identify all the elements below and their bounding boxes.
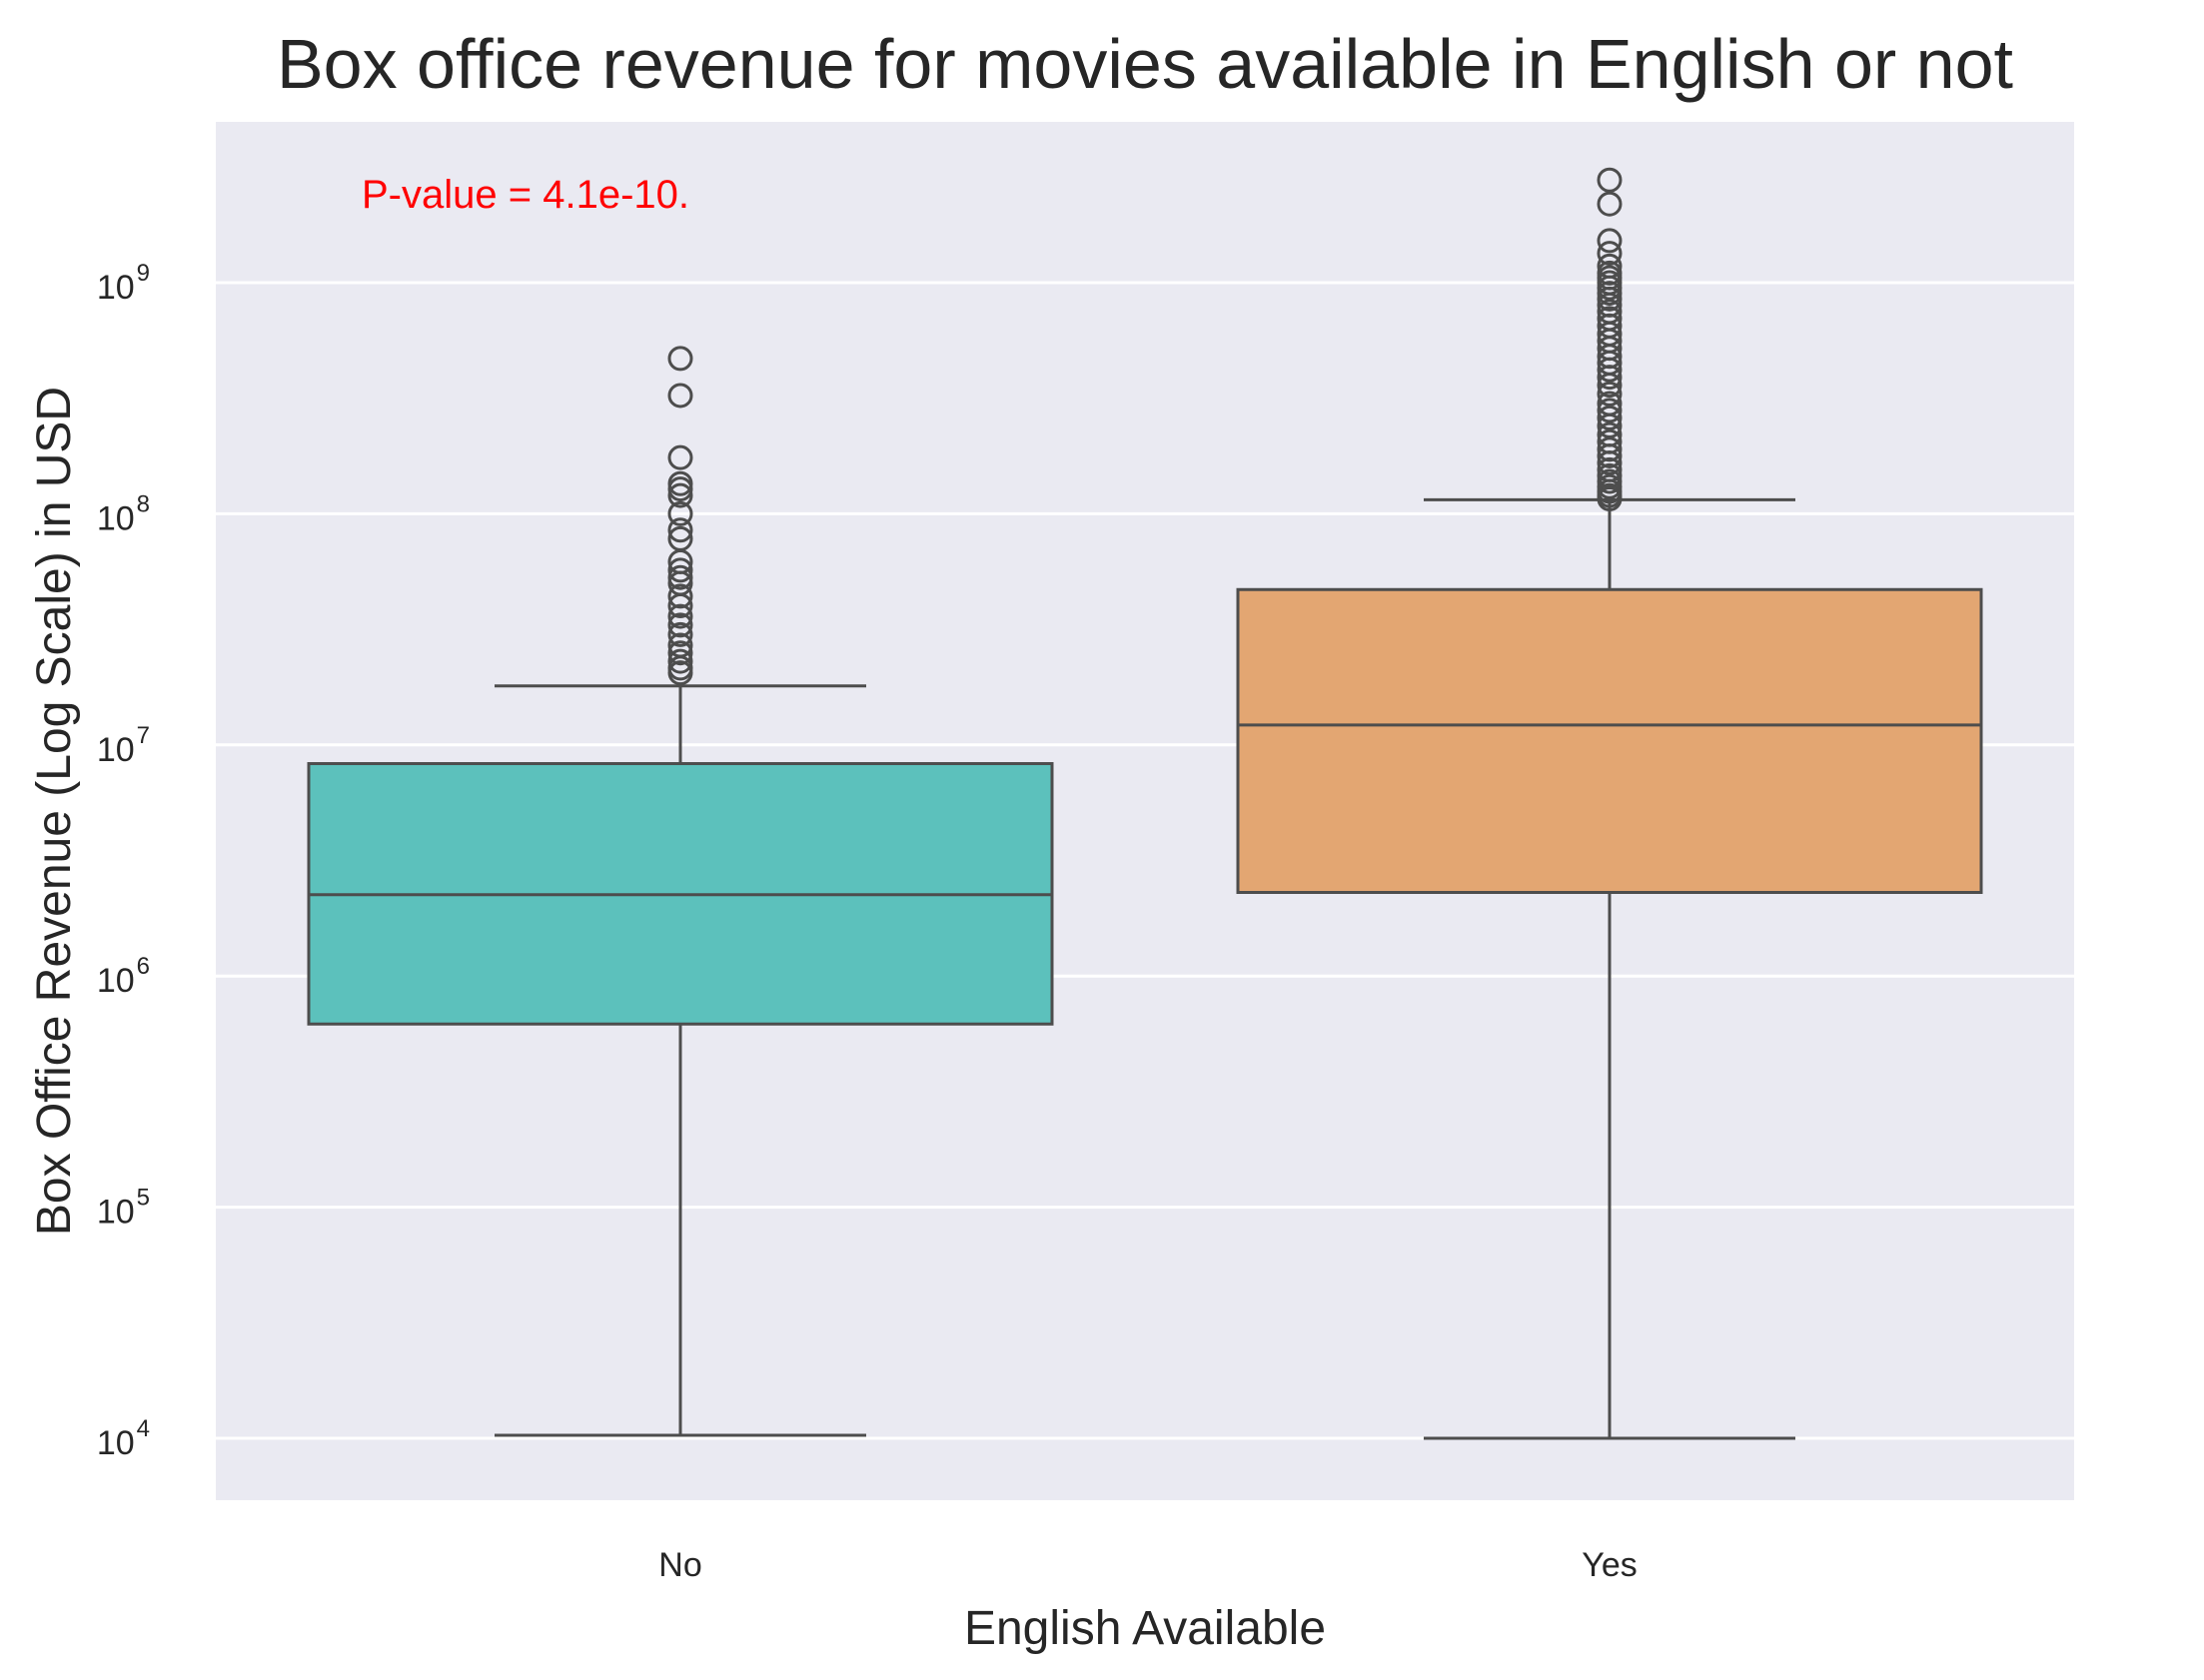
outlier-point — [667, 612, 693, 638]
outlier-point — [667, 592, 693, 618]
outlier-point — [1597, 357, 1623, 383]
outlier-point — [1597, 373, 1623, 399]
outlier-point — [667, 640, 693, 666]
x-tick-labels: No Yes — [658, 1546, 1637, 1584]
outlier-point — [1597, 167, 1623, 193]
chart-title: Box office revenue for movies available … — [277, 25, 2013, 103]
box-group-no — [307, 346, 1054, 1437]
x-axis-label: English Available — [964, 1602, 1326, 1655]
box-series — [307, 167, 1983, 1440]
x-tick-label-no: No — [658, 1546, 701, 1584]
x-tick-label-yes: Yes — [1582, 1546, 1637, 1584]
outlier-point — [667, 603, 693, 629]
outlier-point — [1597, 436, 1623, 462]
box-group-yes — [1236, 167, 1983, 1440]
outlier-point — [667, 346, 693, 372]
y-axis-label: Box Office Revenue (Log Scale) in USD — [28, 387, 81, 1236]
y-tick-label-5: 109 — [97, 260, 150, 307]
p-value-annotation: P-value = 4.1e-10. — [362, 173, 689, 217]
outlier-point — [667, 660, 693, 686]
outlier-point — [667, 383, 693, 409]
y-tick-label-2: 106 — [97, 953, 150, 1000]
outlier-point — [1597, 449, 1623, 475]
outlier-point — [1597, 191, 1623, 217]
outlier-point — [1597, 485, 1623, 511]
outlier-point — [1597, 398, 1623, 423]
outlier-point — [667, 557, 693, 583]
outlier-point — [1597, 365, 1623, 391]
y-tick-label-3: 107 — [97, 722, 150, 769]
y-tick-label-0: 104 — [97, 1415, 150, 1462]
outlier-point — [1597, 405, 1623, 430]
outlier-point — [667, 583, 693, 609]
outlier-point — [667, 482, 693, 508]
y-tick-label-4: 108 — [97, 490, 150, 537]
outlier-point — [1597, 381, 1623, 407]
outlier-point — [667, 517, 693, 543]
outlier-point — [667, 476, 693, 502]
y-tick-label-1: 105 — [97, 1185, 150, 1232]
outlier-point — [1597, 241, 1623, 267]
outlier-point — [667, 648, 693, 674]
y-tick-labels: 104 105 106 107 108 109 — [97, 260, 150, 1462]
outlier-point — [667, 500, 693, 526]
outlier-point — [1597, 228, 1623, 254]
outlier-point — [1597, 442, 1623, 468]
outlier-point — [1597, 286, 1623, 312]
iqr-box — [1236, 587, 1983, 894]
outlier-point — [667, 621, 693, 647]
outlier-point — [667, 444, 693, 470]
